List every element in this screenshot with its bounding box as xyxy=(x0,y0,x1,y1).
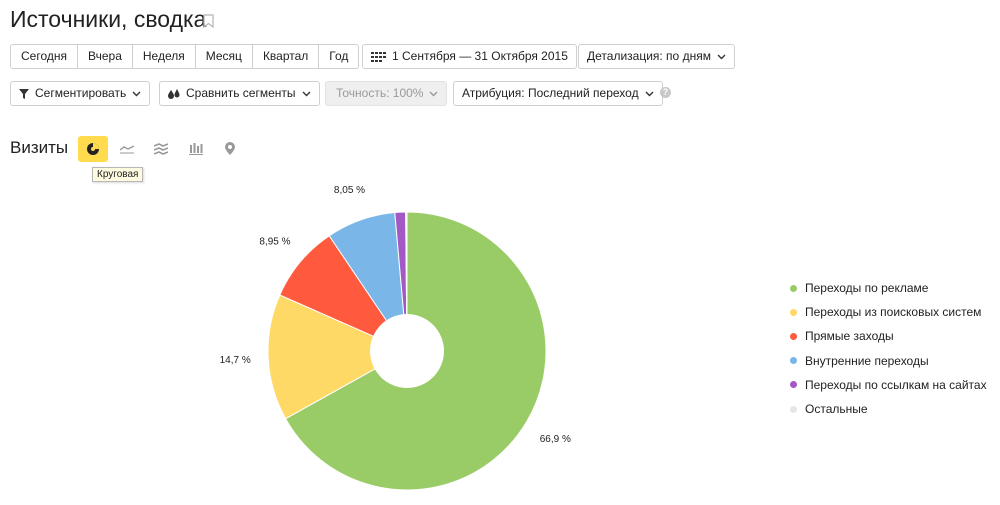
chart-legend: Переходы по рекламе Переходы из поисковы… xyxy=(790,276,987,421)
help-icon[interactable]: ? xyxy=(660,87,671,98)
drops-icon xyxy=(168,88,180,99)
view-pie-button[interactable] xyxy=(78,136,108,162)
chevron-down-icon xyxy=(717,54,726,59)
compare-label: Сравнить сегменты xyxy=(186,86,296,100)
chevron-down-icon xyxy=(302,91,311,96)
view-area-button[interactable] xyxy=(146,136,176,162)
donut-hole xyxy=(370,314,444,388)
period-today-button[interactable]: Сегодня xyxy=(10,44,78,69)
compare-segments-button[interactable]: Сравнить сегменты xyxy=(159,81,320,106)
chevron-down-icon xyxy=(132,91,141,96)
legend-item[interactable]: Прямые заходы xyxy=(790,324,987,348)
bookmark-icon[interactable] xyxy=(203,14,214,28)
legend-label: Внутренние переходы xyxy=(805,353,929,368)
view-line-button[interactable] xyxy=(112,136,142,162)
legend-item[interactable]: Переходы по ссылкам на сайтах xyxy=(790,373,987,397)
date-range-button[interactable]: 1 Сентября — 31 Октября 2015 xyxy=(362,44,577,69)
legend-dot xyxy=(790,381,797,389)
legend-dot xyxy=(790,357,797,365)
slice-label: 14,7 % xyxy=(220,355,251,366)
legend-label: Переходы из поисковых систем xyxy=(805,305,982,320)
legend-item[interactable]: Внутренние переходы xyxy=(790,349,987,373)
pie-slice[interactable] xyxy=(267,294,409,420)
legend-item[interactable]: Переходы по рекламе xyxy=(790,276,987,300)
period-month-button[interactable]: Месяц xyxy=(195,44,253,69)
slice-label: 8,95 % xyxy=(259,237,290,248)
calendar-icon xyxy=(371,51,386,62)
segment-button[interactable]: Сегментировать xyxy=(10,81,151,106)
legend-dot xyxy=(790,405,797,413)
detail-label: Детализация: по дням xyxy=(587,49,711,63)
date-range-label: 1 Сентября — 31 Октября 2015 xyxy=(392,49,568,63)
period-selector: Сегодня Вчера Неделя Месяц Квартал Год xyxy=(10,44,360,69)
period-quarter-button[interactable]: Квартал xyxy=(252,44,320,69)
area-chart-icon xyxy=(154,143,168,155)
legend-label: Остальные xyxy=(805,402,868,417)
legend-item[interactable]: Переходы из поисковых систем xyxy=(790,300,987,324)
segment-label: Сегментировать xyxy=(35,86,127,100)
slice-label: 66,9 % xyxy=(540,434,571,445)
accuracy-label: Точность: 100% xyxy=(336,86,424,100)
slice-label: 8,05 % xyxy=(334,185,365,196)
page-title: Источники, сводка xyxy=(10,6,207,32)
bar-chart-icon xyxy=(189,143,203,155)
line-chart-icon xyxy=(120,145,134,154)
view-tooltip: Круговая xyxy=(92,167,144,182)
legend-label: Переходы по ссылкам на сайтах xyxy=(805,377,987,392)
legend-item[interactable]: Остальные xyxy=(790,397,987,421)
chevron-down-icon xyxy=(429,91,438,96)
detail-dropdown[interactable]: Детализация: по дням xyxy=(578,44,735,69)
map-pin-icon xyxy=(225,142,235,155)
pie-chart-icon xyxy=(87,143,99,155)
legend-dot xyxy=(790,284,797,292)
attribution-dropdown[interactable]: Атрибуция: Последний переход xyxy=(453,81,663,106)
period-week-button[interactable]: Неделя xyxy=(132,44,196,69)
chevron-down-icon xyxy=(645,91,654,96)
period-year-button[interactable]: Год xyxy=(319,44,360,69)
view-bar-button[interactable] xyxy=(181,136,211,162)
legend-dot xyxy=(790,332,797,340)
section-title: Визиты xyxy=(10,138,69,157)
attribution-label: Атрибуция: Последний переход xyxy=(462,86,639,100)
accuracy-dropdown: Точность: 100% xyxy=(325,81,448,106)
filter-icon xyxy=(19,88,29,99)
view-map-button[interactable] xyxy=(215,136,245,162)
pie-chart: 66,9 % 14,7 % 8,95 % 8,05 % xyxy=(220,185,571,491)
legend-label: Переходы по рекламе xyxy=(805,281,929,296)
legend-label: Прямые заходы xyxy=(805,329,894,344)
period-yesterday-button[interactable]: Вчера xyxy=(78,44,133,69)
legend-dot xyxy=(790,308,797,316)
